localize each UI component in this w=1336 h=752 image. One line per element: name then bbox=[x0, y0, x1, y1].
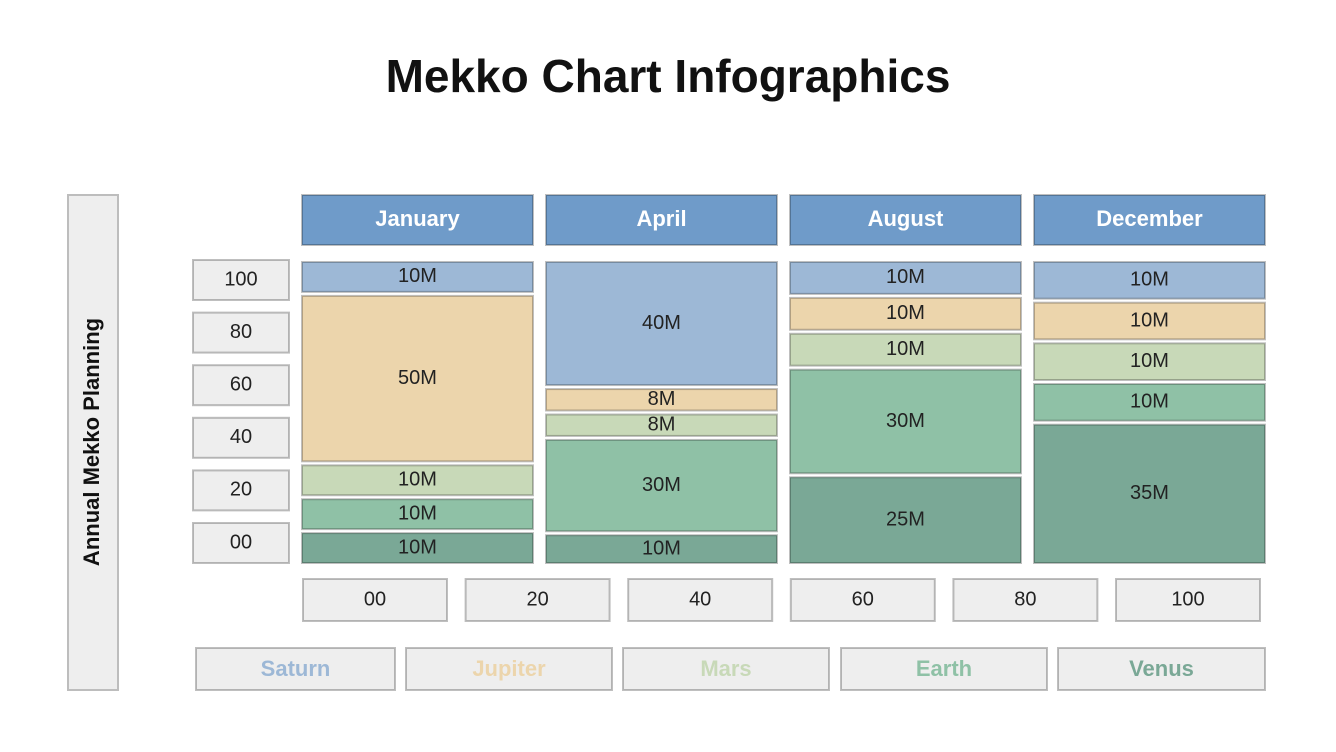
segment-label: 10M bbox=[1130, 309, 1169, 331]
y-tick-box bbox=[192, 259, 290, 301]
legend-box bbox=[840, 647, 1048, 691]
column-header bbox=[545, 194, 778, 246]
segment bbox=[789, 368, 1022, 475]
segment-label: 30M bbox=[886, 410, 925, 432]
x-tick-label: 40 bbox=[689, 588, 711, 610]
segment-label: 10M bbox=[886, 338, 925, 360]
x-tick-box bbox=[302, 578, 448, 622]
x-tick-box bbox=[1115, 578, 1261, 622]
column-header-label: April bbox=[636, 206, 686, 231]
legend-label: Saturn bbox=[261, 656, 331, 681]
segment-label: 10M bbox=[398, 502, 437, 524]
segment-label: 10M bbox=[642, 537, 681, 559]
legend-box bbox=[1057, 647, 1266, 691]
column-header-label: December bbox=[1096, 206, 1203, 231]
segment bbox=[545, 534, 778, 565]
segment-label: 10M bbox=[886, 266, 925, 288]
segment bbox=[545, 388, 778, 412]
segment bbox=[1033, 342, 1266, 382]
x-tick-box bbox=[789, 578, 936, 622]
x-tick-label: 100 bbox=[1171, 588, 1204, 610]
segment bbox=[545, 261, 778, 387]
y-tick-box bbox=[192, 364, 290, 407]
segment-label: 8M bbox=[648, 388, 676, 410]
column-header bbox=[1033, 194, 1266, 246]
segment-label: 10M bbox=[1130, 391, 1169, 413]
segment bbox=[301, 294, 534, 463]
segment-label: 10M bbox=[886, 302, 925, 324]
segment bbox=[545, 413, 778, 437]
y-tick-label: 80 bbox=[230, 321, 252, 343]
segment bbox=[789, 476, 1022, 565]
segment bbox=[301, 532, 534, 564]
legend-box bbox=[195, 647, 396, 691]
legend-label: Earth bbox=[916, 656, 972, 681]
legend-label: Jupiter bbox=[472, 656, 546, 681]
segment-label: 25M bbox=[886, 508, 925, 530]
x-tick-label: 00 bbox=[364, 588, 386, 610]
segment bbox=[1033, 261, 1266, 300]
segment bbox=[301, 464, 534, 497]
column-header-label: January bbox=[375, 206, 460, 231]
y-tick-label: 00 bbox=[230, 531, 252, 553]
chart-title: Mekko Chart Infographics bbox=[386, 50, 951, 102]
y-tick-box bbox=[192, 311, 290, 354]
x-tick-label: 60 bbox=[852, 588, 874, 610]
segment-label: 10M bbox=[1130, 350, 1169, 372]
segment bbox=[1033, 301, 1266, 341]
column-header bbox=[301, 194, 534, 246]
segment bbox=[1033, 423, 1266, 564]
segment-label: 10M bbox=[398, 265, 437, 287]
segment bbox=[789, 296, 1022, 331]
segment bbox=[301, 261, 534, 293]
y-tick-box bbox=[192, 522, 290, 564]
x-tick-label: 80 bbox=[1014, 588, 1036, 610]
segment bbox=[789, 332, 1022, 367]
segment-label: 8M bbox=[648, 413, 676, 435]
y-axis-label: Annual Mekko Planning bbox=[79, 318, 104, 566]
legend-label: Venus bbox=[1129, 656, 1194, 681]
segment bbox=[545, 438, 778, 533]
column-header-label: August bbox=[868, 206, 944, 231]
segment-label: 40M bbox=[642, 312, 681, 334]
segment-label: 50M bbox=[398, 367, 437, 389]
y-tick-label: 100 bbox=[224, 268, 257, 290]
segment-label: 30M bbox=[642, 474, 681, 496]
y-tick-box bbox=[192, 469, 290, 512]
y-tick-label: 60 bbox=[230, 373, 252, 395]
segment-label: 35M bbox=[1130, 482, 1169, 504]
segment bbox=[789, 261, 1022, 295]
x-tick-box bbox=[952, 578, 1099, 622]
x-tick-label: 20 bbox=[526, 588, 548, 610]
segment-label: 10M bbox=[398, 536, 437, 558]
legend-label: Mars bbox=[700, 656, 751, 681]
x-tick-box bbox=[627, 578, 774, 622]
legend-box bbox=[405, 647, 613, 691]
segment-label: 10M bbox=[1130, 269, 1169, 291]
segment bbox=[301, 498, 534, 531]
segment-label: 10M bbox=[398, 469, 437, 491]
column-header bbox=[789, 194, 1022, 246]
y-tick-label: 20 bbox=[230, 479, 252, 501]
y-tick-label: 40 bbox=[230, 426, 252, 448]
y-tick-box bbox=[192, 416, 290, 459]
x-tick-box bbox=[464, 578, 611, 622]
legend-box bbox=[622, 647, 830, 691]
segment bbox=[1033, 383, 1266, 422]
y-label-box bbox=[67, 194, 119, 691]
